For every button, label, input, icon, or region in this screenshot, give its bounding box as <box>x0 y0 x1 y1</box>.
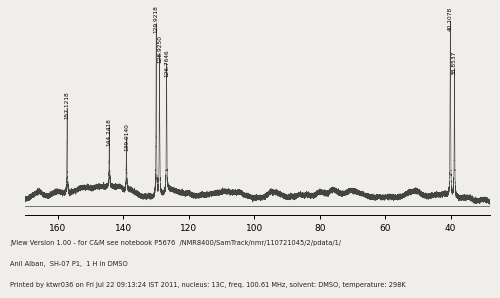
Text: 128.9250: 128.9250 <box>157 35 162 63</box>
Text: 144.2418: 144.2418 <box>107 118 112 146</box>
Text: 38.8537: 38.8537 <box>452 51 457 75</box>
Text: 126.7646: 126.7646 <box>164 49 169 77</box>
Text: 139.0140: 139.0140 <box>124 123 129 151</box>
Text: 157.1218: 157.1218 <box>64 92 70 119</box>
Text: 129.9218: 129.9218 <box>154 5 158 33</box>
Text: Anil Alban,  SH-07 P1,  1 H in DMSO: Anil Alban, SH-07 P1, 1 H in DMSO <box>10 261 128 267</box>
Text: JView Version 1.00 - for C&M see notebook P5676  /NMR8400/SamTrack/nmr/110721045: JView Version 1.00 - for C&M see noteboo… <box>10 240 341 246</box>
Text: 40.1078: 40.1078 <box>448 7 453 31</box>
Text: Printed by ktwr036 on Fri Jul 22 09:13:24 IST 2011, nucleus: 13C, freq. 100.61 M: Printed by ktwr036 on Fri Jul 22 09:13:2… <box>10 282 406 288</box>
